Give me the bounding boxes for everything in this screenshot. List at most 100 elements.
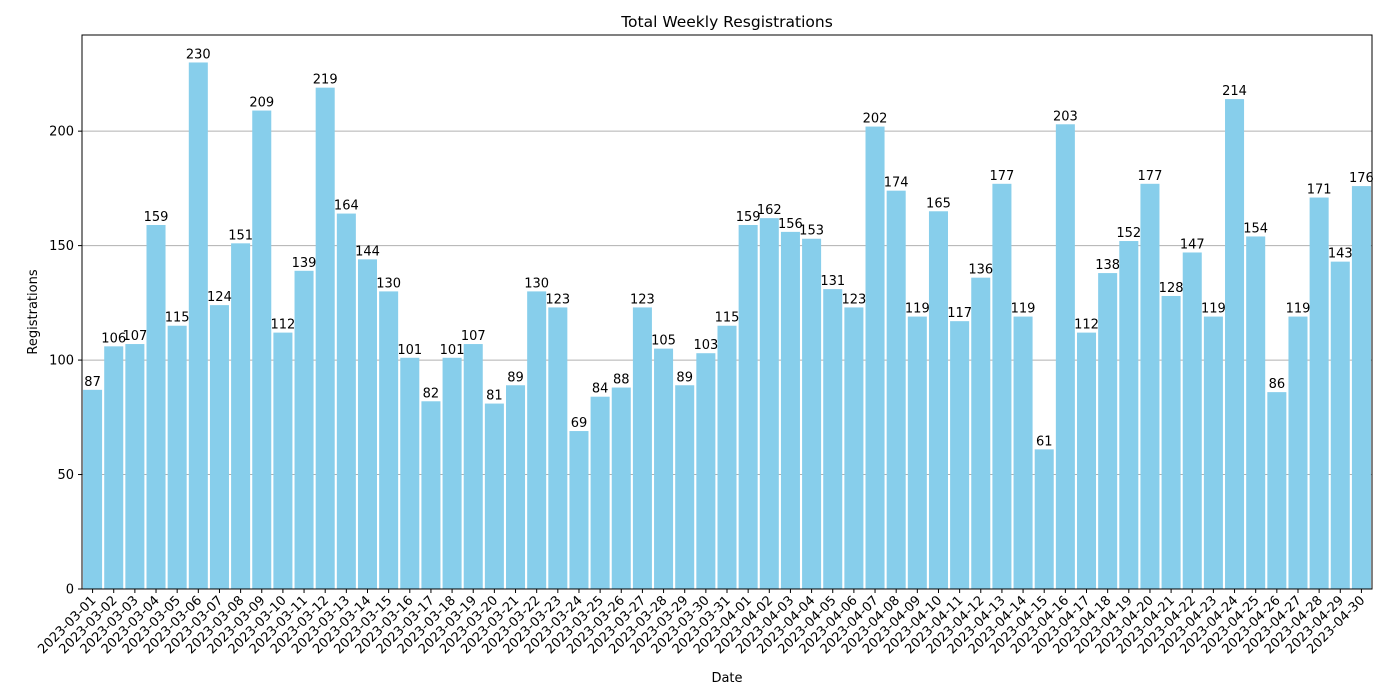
bar [971, 277, 991, 589]
bar-value-label: 61 [1036, 434, 1053, 449]
bar-value-label: 69 [571, 416, 588, 431]
bar [928, 211, 948, 590]
bar [252, 110, 272, 589]
bar-value-label: 159 [736, 210, 761, 225]
bar-value-label: 107 [461, 329, 486, 344]
bar-value-label: 203 [1053, 109, 1078, 124]
y-tick-label: 200 [49, 125, 74, 140]
bar [167, 325, 187, 589]
bar [632, 307, 652, 589]
bar-value-label: 119 [1011, 302, 1036, 317]
x-axis: 2023-03-012023-03-022023-03-032023-03-04… [35, 589, 1368, 657]
bar [823, 289, 843, 589]
bar [1119, 241, 1139, 589]
bar-value-label: 106 [101, 331, 126, 346]
bar-value-label: 81 [486, 389, 503, 404]
bar-value-label: 101 [397, 343, 422, 358]
bar-value-label: 131 [820, 274, 845, 289]
bar [1182, 252, 1202, 589]
y-tick-label: 100 [49, 354, 74, 369]
bar [315, 87, 335, 589]
value-labels: 8710610715911523012415120911213921916414… [84, 47, 1374, 449]
bar-value-label: 151 [228, 228, 253, 243]
bar-value-label: 112 [270, 318, 295, 333]
bar-value-label: 154 [1243, 221, 1268, 236]
bar-value-label: 130 [376, 276, 401, 291]
bar-value-label: 130 [524, 276, 549, 291]
y-axis: 0 50 100 150 200 [49, 125, 82, 598]
bar [865, 126, 885, 589]
bar-value-label: 152 [1116, 226, 1141, 241]
bar [1309, 197, 1329, 590]
bar-value-label: 202 [863, 112, 888, 127]
bar-value-label: 101 [440, 343, 465, 358]
bar-value-label: 115 [165, 311, 190, 326]
bar [1076, 332, 1097, 589]
bar [1098, 273, 1118, 589]
bar [336, 213, 356, 589]
bar [675, 385, 695, 589]
bar [548, 307, 568, 589]
bar [442, 357, 462, 589]
bar-value-label: 230 [186, 47, 211, 62]
bar-value-label: 139 [292, 256, 317, 271]
bar-value-label: 176 [1349, 171, 1374, 186]
bar [146, 225, 166, 589]
bar [421, 401, 441, 589]
bar-value-label: 105 [651, 334, 676, 349]
bar-value-label: 143 [1328, 247, 1353, 262]
bar [1203, 316, 1223, 589]
bar-value-label: 89 [676, 370, 693, 385]
y-axis-label: Registrations [26, 269, 41, 354]
bar-value-label: 153 [799, 224, 824, 239]
bar [569, 431, 589, 589]
bar-value-label: 87 [84, 375, 101, 390]
bar-value-label: 115 [715, 311, 740, 326]
bar-value-label: 123 [630, 292, 655, 307]
bar [717, 325, 737, 589]
bar-value-label: 88 [613, 373, 630, 388]
bar [992, 183, 1012, 590]
bar-value-label: 147 [1180, 237, 1205, 252]
bar [1161, 295, 1181, 589]
bar-value-label: 86 [1269, 377, 1286, 392]
bar [780, 231, 800, 589]
bar [294, 270, 314, 589]
bar-value-label: 174 [884, 176, 909, 191]
bar-value-label: 128 [1159, 281, 1184, 296]
bar-value-label: 138 [1095, 258, 1120, 273]
bar [231, 243, 251, 589]
bar-value-label: 159 [144, 210, 169, 225]
y-tick-label: 150 [49, 239, 74, 254]
bar-value-label: 165 [926, 196, 951, 211]
bar [463, 344, 483, 589]
bar [273, 332, 293, 589]
bar-value-label: 103 [693, 338, 718, 353]
bar-value-label: 124 [207, 290, 232, 305]
bar-value-label: 89 [507, 370, 524, 385]
x-axis-label: Date [711, 671, 742, 686]
bar [611, 387, 631, 589]
bar [104, 346, 124, 589]
bar [886, 190, 906, 589]
bar-value-label: 123 [545, 292, 570, 307]
y-tick-label: 0 [66, 583, 74, 598]
bar-value-label: 117 [947, 306, 972, 321]
bar-value-label: 119 [1201, 302, 1226, 317]
bar-value-label: 144 [355, 244, 380, 259]
bars [83, 62, 1371, 590]
bar [379, 291, 399, 589]
bar-value-label: 177 [1138, 169, 1163, 184]
bar [1288, 316, 1308, 589]
bar [1267, 392, 1287, 589]
bar-value-label: 136 [968, 263, 993, 278]
bar-value-label: 156 [778, 217, 803, 232]
bar-value-label: 119 [1286, 302, 1311, 317]
bar-value-label: 209 [249, 96, 274, 111]
bar [738, 225, 758, 589]
bar [188, 62, 208, 590]
bar-value-label: 82 [423, 386, 440, 401]
bar [83, 389, 103, 589]
bar-value-label: 162 [757, 203, 782, 218]
